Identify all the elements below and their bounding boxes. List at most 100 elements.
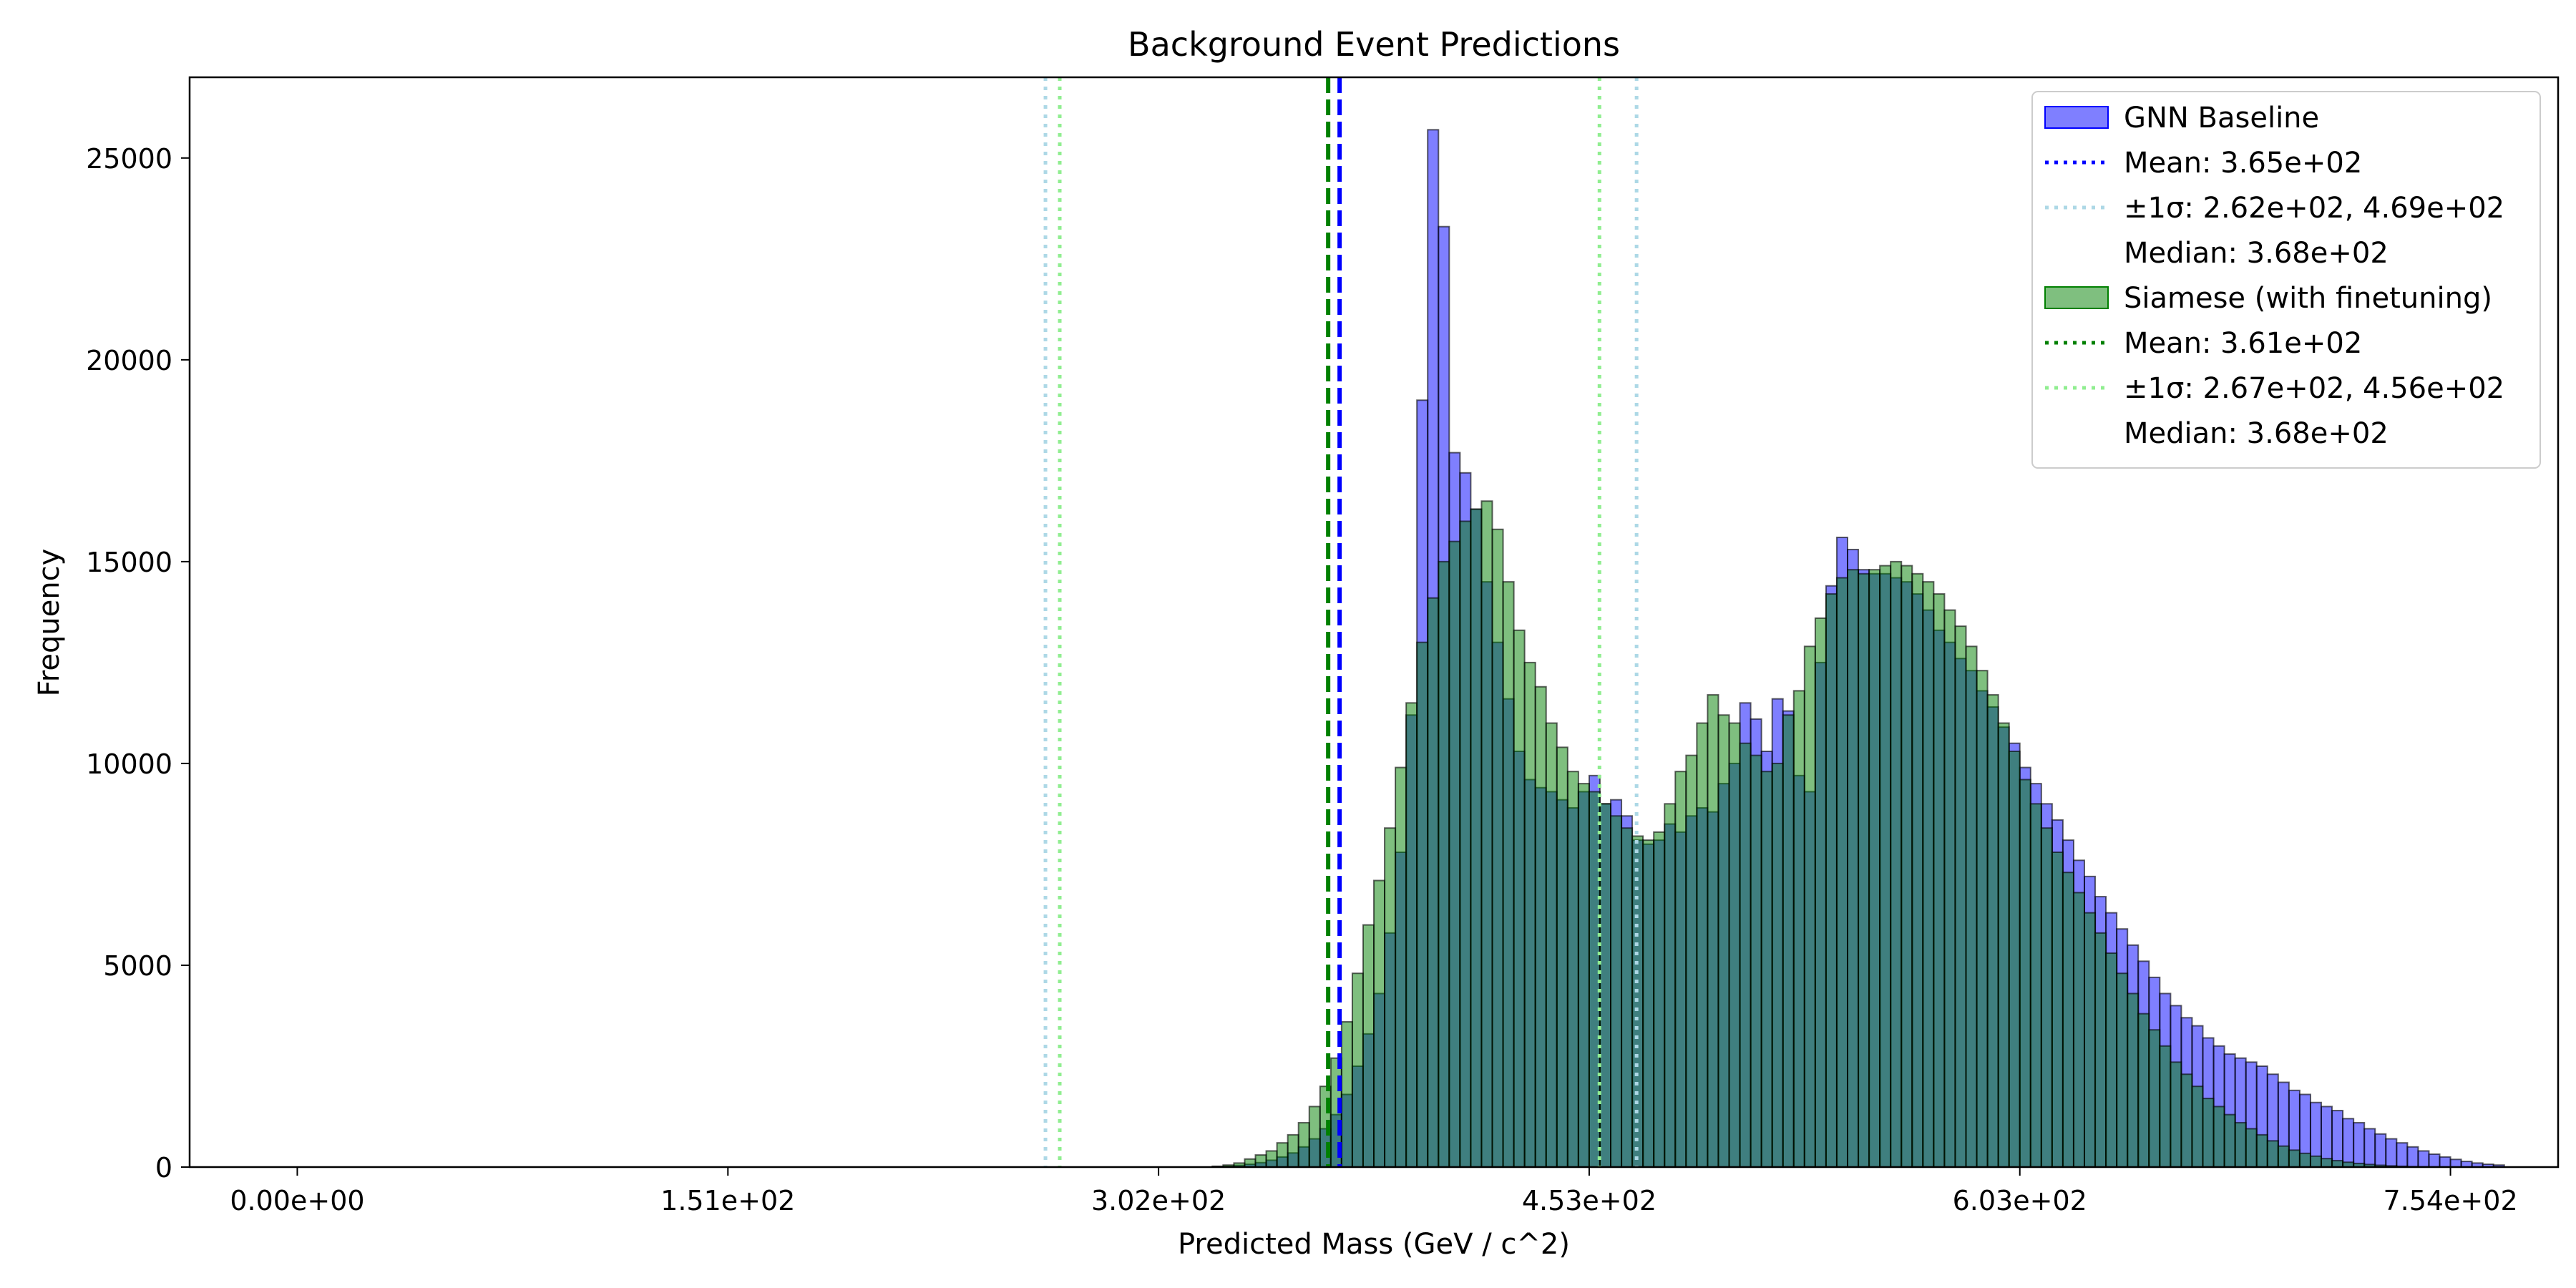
histogram-bar	[1610, 815, 1623, 1168]
histogram-bar	[1297, 1121, 1310, 1168]
histogram-bar	[1416, 641, 1429, 1168]
histogram-bar	[2331, 1159, 2344, 1168]
histogram-bar	[1653, 831, 1666, 1168]
legend-label: GNN Baseline	[2124, 102, 2319, 135]
histogram-bar	[1674, 771, 1687, 1168]
histogram-bar	[1642, 839, 1655, 1168]
histogram-bar	[1803, 645, 1816, 1168]
histogram-bar	[1901, 565, 1913, 1168]
histogram-bar	[1986, 694, 1999, 1168]
histogram-bar	[1470, 508, 1483, 1168]
histogram-bar	[2170, 1061, 2182, 1168]
histogram-bar	[1308, 1106, 1321, 1169]
histogram-bar	[1965, 645, 1978, 1168]
histogram-bar	[2212, 1106, 2225, 1169]
histogram-bar	[1835, 577, 1848, 1168]
histogram-bar	[2374, 1133, 2387, 1168]
x-tick-label: 1.51e+02	[660, 1185, 795, 1216]
histogram-bar	[2439, 1156, 2451, 1169]
histogram-bar	[1890, 560, 1903, 1168]
histogram-bar	[1943, 609, 1956, 1168]
histogram-bar	[2417, 1150, 2430, 1168]
plot-area-frame	[188, 76, 2560, 1169]
histogram-bar	[2116, 972, 2129, 1168]
histogram-bar	[1707, 694, 1719, 1168]
legend: GNN Baseline Mean: 3.65e+02 ±1σ: 2.62e+02,…	[2031, 91, 2541, 469]
x-tick-label: 0.00e+00	[230, 1185, 364, 1216]
y-tick-label: 25000	[86, 143, 172, 175]
histogram-bar	[1911, 572, 1924, 1168]
histogram-bar	[1954, 625, 1967, 1168]
histogram-bar	[1739, 742, 1752, 1168]
x-axis-label: Predicted Mass (GeV / c^2)	[1178, 1228, 1570, 1261]
histogram-bar	[1577, 783, 1590, 1168]
histogram-bar	[2255, 1133, 2268, 1168]
histogram-bar	[1480, 500, 1493, 1168]
histogram-bar	[1534, 686, 1547, 1168]
y-tick-label: 0	[155, 1152, 172, 1184]
y-axis-label: Frequency	[33, 549, 66, 697]
histogram-bar	[2396, 1142, 2409, 1169]
histogram-bar	[2127, 992, 2140, 1168]
histogram-bar	[1825, 593, 1838, 1168]
histogram-bar	[1858, 572, 1870, 1168]
histogram-bar	[1728, 722, 1741, 1168]
histogram-bar	[1685, 754, 1698, 1168]
legend-patch	[2044, 106, 2109, 129]
histogram-bar	[1556, 746, 1568, 1168]
legend-label: Mean: 3.65e+02	[2124, 147, 2362, 180]
histogram-bar	[2094, 932, 2107, 1168]
histogram-bar	[2406, 1146, 2419, 1169]
histogram-bar	[1513, 629, 1526, 1168]
histogram-bar	[1760, 771, 1773, 1168]
histogram-bar	[1340, 1020, 1353, 1169]
legend-label: Median: 3.68e+02	[2124, 417, 2389, 450]
legend-label: ±1σ: 2.62e+02, 4.69e+02	[2124, 192, 2504, 225]
histogram-bar	[1771, 762, 1784, 1169]
histogram-bar	[1976, 670, 1989, 1168]
histogram-bar	[2019, 779, 2031, 1168]
histogram-bar	[1265, 1150, 1278, 1168]
series-1-bars	[1211, 500, 2473, 1169]
x-tick-label: 6.03e+02	[1953, 1185, 2087, 1216]
histogram-bar	[2309, 1155, 2322, 1169]
y-axis-ticks: 0 5000 10000 15000 20000 25000	[86, 143, 190, 1184]
histogram-bar	[1868, 569, 1881, 1168]
x-tick-label: 3.02e+02	[1091, 1185, 1226, 1216]
histogram-bar	[1448, 540, 1461, 1168]
legend-label: ±1σ: 2.67e+02, 4.56e+02	[2124, 372, 2504, 405]
histogram-bar	[1287, 1133, 1299, 1168]
histogram-bar	[1276, 1142, 1289, 1169]
histogram-bar	[2342, 1118, 2355, 1169]
chart-title: Background Event Predictions	[1128, 25, 1620, 64]
histogram-bar	[2040, 827, 2053, 1169]
histogram-bar	[2363, 1128, 2376, 1169]
histogram-bar	[2105, 952, 2118, 1169]
histogram-bar	[1750, 754, 1762, 1168]
histogram-bar	[2137, 1013, 2150, 1169]
histogram-bar	[2288, 1149, 2301, 1169]
legend-label: Siamese (with finetuning)	[2124, 282, 2492, 315]
histogram-bar	[2180, 1073, 2193, 1169]
reference-lines-layer	[1043, 77, 1639, 1167]
x-axis-ticks: 0.00e+00 1.51e+02 3.02e+02 4.53e+02 6.03e+02…	[230, 1167, 2518, 1216]
histogram-bar	[2385, 1138, 2398, 1169]
histogram-bar	[2084, 912, 2097, 1168]
histogram-bar	[1792, 690, 1805, 1168]
histogram-bar	[1933, 593, 1946, 1168]
histogram-bar	[2266, 1140, 2279, 1168]
histogram-bar	[1351, 972, 1364, 1168]
legend-label: Median: 3.68e+02	[2124, 237, 2389, 270]
histogram-bar	[2029, 803, 2042, 1168]
histogram-bar	[1373, 879, 1386, 1168]
histogram-bar	[1847, 569, 1860, 1168]
histogram-bar	[1814, 617, 1827, 1168]
y-tick-label: 15000	[86, 547, 172, 578]
histogram-bar	[1922, 581, 1935, 1168]
histogram-bar	[1566, 771, 1579, 1168]
histogram-bar	[1599, 803, 1611, 1168]
legend-patch	[2044, 286, 2109, 309]
histogram-bar	[1545, 722, 1558, 1168]
histogram-bar	[1395, 766, 1407, 1168]
